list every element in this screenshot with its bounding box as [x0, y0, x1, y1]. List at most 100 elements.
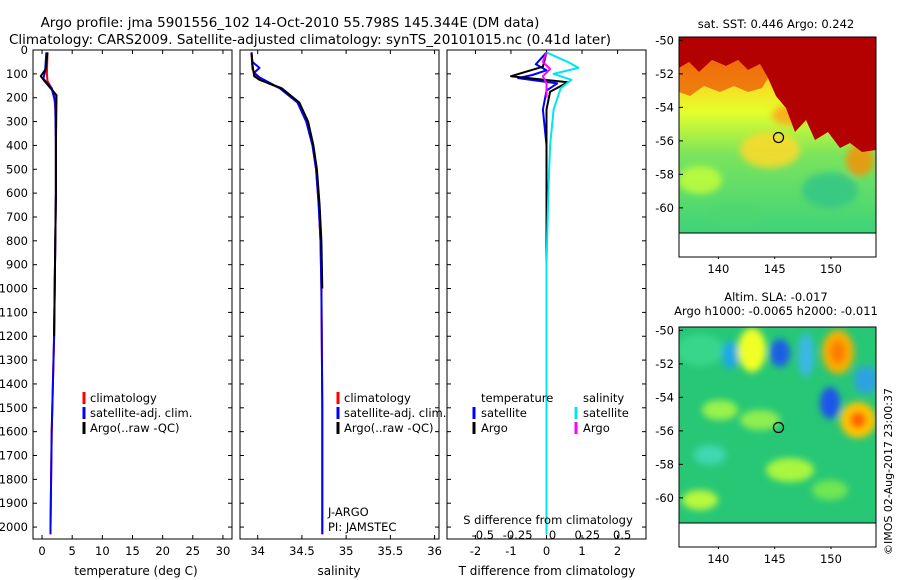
salinity-series [250, 52, 324, 535]
y-tick-label: 1000 [0, 282, 28, 296]
figure-title-line1: Argo profile: jma 5901556_102 14-Oct-201… [41, 15, 540, 31]
series-line-argo-raw-qc [39, 52, 58, 337]
map-y-tick-label: -52 [655, 67, 674, 81]
y-tick-label: 2000 [0, 520, 28, 534]
x2-tick-label: 0.5 [613, 528, 631, 542]
series-line-t-argo [510, 52, 569, 337]
map-y-tick-label: -50 [655, 323, 674, 337]
map-nodata-strip [678, 522, 877, 548]
sla-map-panel: Altim. SLA: -0.017 Argo h1000: -0.0065 h… [655, 290, 878, 566]
float-program-annotation: J-ARGO [327, 505, 369, 519]
x2-tick-label: -0.5 [472, 528, 494, 542]
map-x-tick-label: 145 [764, 262, 786, 276]
y-tick-label: 1600 [0, 425, 28, 439]
map-x-tick-label: 150 [820, 552, 842, 566]
legend-label-satellite: satellite-adj. clim. [90, 406, 192, 420]
legend-label-climatology: climatology [344, 391, 411, 405]
series-line-s-argo [541, 52, 552, 98]
x2-tick-label: 0.25 [575, 528, 601, 542]
x-tick-label: 5 [69, 544, 76, 558]
x2-tick-label: 0 [549, 528, 556, 542]
map-x-tick-label: 140 [707, 552, 729, 566]
map-y-tick-label: -56 [655, 134, 674, 148]
map-y-tick-label: -58 [655, 457, 674, 471]
y-tick-label: 1800 [0, 472, 28, 486]
series-line-s-satellite [545, 51, 580, 535]
figure-title-line2: Climatology: CARS2009. Satellite-adjuste… [9, 32, 611, 48]
difference-series [510, 51, 580, 535]
x-tick-label: 36 [427, 544, 442, 558]
x-tick-label: 35 [339, 544, 354, 558]
y-tick-label: 1100 [0, 305, 28, 319]
x-tick-label: -2 [470, 544, 481, 558]
x-tick-label: 34.5 [289, 544, 315, 558]
y-tick-label: 1700 [0, 449, 28, 463]
map-y-tick-label: -56 [655, 424, 674, 438]
x-tick-label: 30 [216, 544, 231, 558]
legend-label-argo: Argo(..raw -QC) [90, 421, 180, 435]
legend-label-s-argo: Argo [583, 421, 610, 435]
y-tick-label: 1400 [0, 377, 28, 391]
legend-label-satellite: satellite-adj. clim. [344, 406, 446, 420]
profile-location-marker [772, 131, 785, 144]
y-tick-label: 1900 [0, 496, 28, 510]
sst-map-title: sat. SST: 0.446 Argo: 0.242 [698, 17, 855, 31]
x-tick-label: 20 [155, 544, 170, 558]
y-tick-label: 400 [6, 138, 28, 152]
salinity-plot-frame [239, 49, 440, 540]
difference-panel: -2 -1 0 1 2 temperature salinity satellite A… [446, 49, 647, 578]
series-line-argo-raw-qc [250, 52, 324, 289]
temperature-plot-frame [32, 49, 233, 540]
y-tick-label: 1300 [0, 353, 28, 367]
x-tick-label: 34 [250, 544, 265, 558]
salinity-x-label: salinity [317, 564, 360, 578]
s-difference-x-label: S difference from climatology [463, 513, 633, 527]
difference-legend: temperature salinity satellite Argo sate… [472, 391, 629, 435]
imos-credit: ©IMOS 02-Aug-2017 23:00:37 [882, 388, 895, 555]
map-x-tick-label: 145 [764, 552, 786, 566]
map-y-tick-label: -54 [655, 390, 674, 404]
s-difference-x-axis: -0.5 -0.25 0 0.25 0.5 [472, 528, 632, 542]
legend-label-climatology: climatology [90, 391, 157, 405]
t-difference-x-axis: -2 -1 0 1 2 [447, 49, 646, 558]
map-y-tick-label: -60 [655, 491, 674, 505]
sla-map-subtitle: Argo h1000: -0.0065 h2000: -0.011 [674, 304, 878, 318]
salinity-x-axis: 34 34.5 35 35.5 36 [240, 49, 442, 558]
map-y-tick-label: -60 [655, 201, 674, 215]
float-pi-annotation: PI: JAMSTEC [328, 520, 396, 534]
x-tick-label: 0 [38, 544, 45, 558]
sla-map-title: Altim. SLA: -0.017 [724, 290, 828, 304]
x-tick-label: -1 [505, 544, 516, 558]
temperature-x-label: temperature (deg C) [74, 564, 197, 578]
sst-map-image [679, 37, 876, 233]
legend-title-temperature: temperature [481, 391, 553, 405]
x-tick-label: 35.5 [378, 544, 404, 558]
x-tick-label: 10 [95, 544, 110, 558]
y-tick-label: 1200 [0, 329, 28, 343]
y-tick-label: 600 [6, 186, 28, 200]
salinity-legend: climatology satellite-adj. clim. Argo(..… [336, 391, 446, 435]
sst-map-panel: sat. SST: 0.446 Argo: 0.242 140 145 150 -50… [655, 17, 877, 276]
temperature-legend: climatology satellite-adj. clim. Argo(..… [82, 391, 192, 435]
legend-label-s-satellite: satellite [583, 406, 629, 420]
y-tick-label: 500 [6, 162, 28, 176]
x-tick-label: 0 [543, 544, 550, 558]
temperature-x-axis: 0 5 10 15 20 25 30 [33, 49, 232, 558]
salinity-panel: 34 34.5 35 35.5 36 climatology satellite-adj… [239, 49, 446, 578]
temperature-panel: 0100200300400500600700800900100011001200… [0, 43, 233, 578]
legend-label-argo: Argo(..raw -QC) [344, 421, 434, 435]
x2-tick-label: -0.25 [503, 528, 533, 542]
y-tick-label: 900 [6, 258, 28, 272]
map-y-tick-label: -52 [655, 357, 674, 371]
pressure-axis: 0 100 200 300 400 500 600 700 800 900 1000 1100 1200… [0, 43, 28, 534]
x-tick-label: 2 [614, 544, 621, 558]
map-y-tick-label: -54 [655, 100, 674, 114]
legend-title-salinity: salinity [583, 391, 624, 405]
sla-map-axes: 140 145 150 -50 -52 -54 -56 -58 -60 [655, 323, 842, 566]
map-x-tick-label: 140 [707, 262, 729, 276]
y-tick-label: 700 [6, 210, 28, 224]
sla-map-image [679, 327, 876, 523]
legend-label-t-satellite: satellite [481, 406, 527, 420]
temperature-series [39, 52, 58, 535]
